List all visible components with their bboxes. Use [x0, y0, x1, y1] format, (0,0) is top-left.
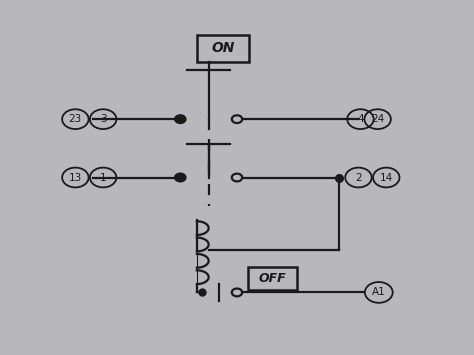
Text: 4: 4	[357, 114, 364, 124]
Text: 3: 3	[100, 114, 107, 124]
Text: 23: 23	[69, 114, 82, 124]
Text: 14: 14	[380, 173, 393, 182]
Circle shape	[175, 115, 185, 123]
FancyBboxPatch shape	[247, 267, 297, 290]
Text: OFF: OFF	[259, 272, 286, 285]
Text: 2: 2	[355, 173, 362, 182]
Text: A1: A1	[372, 288, 386, 297]
Text: ON: ON	[211, 42, 235, 55]
Text: 1: 1	[100, 173, 107, 182]
FancyBboxPatch shape	[197, 35, 249, 62]
Text: 13: 13	[69, 173, 82, 182]
Circle shape	[175, 174, 185, 181]
Text: 24: 24	[371, 114, 384, 124]
